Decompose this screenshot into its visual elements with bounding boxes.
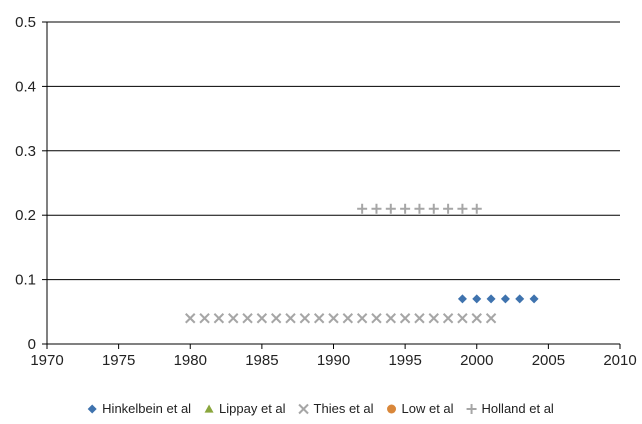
point-thies-et-al xyxy=(371,313,382,324)
legend-label-holland-et-al: Holland et al xyxy=(482,401,554,416)
point-thies-et-al xyxy=(385,313,397,324)
point-thies-et-al xyxy=(485,313,497,324)
x-tick-label: 1975 xyxy=(102,352,135,369)
point-hinkelbein-et-al xyxy=(472,294,482,304)
point-hinkelbein-et-al xyxy=(500,294,510,304)
point-thies-et-al xyxy=(342,313,354,324)
point-hinkelbein-et-al xyxy=(529,294,539,304)
data-points xyxy=(185,203,539,324)
tick-labels: 0 0.1 0.2 0.3 0.4 0.5 1970 1975 1980 1985 1990 1995… xyxy=(15,14,637,369)
x-tick-label: 1980 xyxy=(174,352,207,369)
point-thies-et-al xyxy=(285,313,296,324)
legend-marker-thies-et-al xyxy=(298,403,309,415)
legend-marker-lippay-et-al xyxy=(204,404,214,413)
point-holland-et-al xyxy=(471,203,482,214)
x-tick-label: 1995 xyxy=(388,352,421,369)
point-holland-et-al xyxy=(385,203,396,214)
point-hinkelbein-et-al xyxy=(486,294,496,304)
y-tick-label: 0.2 xyxy=(15,207,36,224)
legend-label-low-et-al: Low et al xyxy=(402,401,454,416)
axes xyxy=(42,21,621,349)
point-thies-et-al xyxy=(270,313,282,324)
x-tick-label: 1970 xyxy=(30,352,63,369)
point-thies-et-al xyxy=(399,313,411,324)
legend-label-lippay-et-al: Lippay et al xyxy=(219,401,286,416)
legend-label-thies-et-al: Thies et al xyxy=(314,401,374,416)
point-holland-et-al xyxy=(457,203,468,214)
point-thies-et-al xyxy=(414,313,425,324)
y-tick-label: 0 xyxy=(28,336,36,353)
point-thies-et-al xyxy=(256,313,268,324)
x-tick-label: 2010 xyxy=(603,352,636,369)
y-tick-label: 0.1 xyxy=(15,272,36,289)
legend-label-hinkelbein-et-al: Hinkelbein et al xyxy=(102,401,191,416)
point-holland-et-al xyxy=(357,203,368,214)
x-tick-label: 1985 xyxy=(245,352,278,369)
legend-marker-holland-et-al xyxy=(466,404,477,414)
legend-marker-low-et-al xyxy=(387,404,397,414)
y-tick-label: 0.3 xyxy=(15,143,36,160)
legend-marker-hinkelbein-et-al xyxy=(87,404,97,414)
point-hinkelbein-et-al xyxy=(457,294,467,304)
x-tick-label: 2000 xyxy=(460,352,493,369)
point-holland-et-al xyxy=(400,203,411,214)
point-thies-et-al xyxy=(228,313,239,324)
point-holland-et-al xyxy=(414,203,425,214)
point-thies-et-al xyxy=(313,313,325,324)
point-thies-et-al xyxy=(457,313,468,324)
point-thies-et-al xyxy=(428,313,439,324)
point-holland-et-al xyxy=(371,203,382,214)
point-thies-et-al xyxy=(199,313,210,324)
x-tick-label: 1990 xyxy=(317,352,350,369)
point-thies-et-al xyxy=(442,313,454,324)
point-thies-et-al xyxy=(299,313,311,324)
point-thies-et-al xyxy=(213,313,225,324)
point-thies-et-al xyxy=(328,313,339,324)
y-tick-label: 0.5 xyxy=(15,14,36,31)
x-tick-label: 2005 xyxy=(532,352,565,369)
legend: Hinkelbein et al Lippay et al Thies et al L… xyxy=(87,401,554,416)
point-thies-et-al xyxy=(356,313,368,324)
y-tick-label: 0.4 xyxy=(15,78,36,95)
point-hinkelbein-et-al xyxy=(515,294,525,304)
point-holland-et-al xyxy=(443,203,454,214)
point-holland-et-al xyxy=(428,203,439,214)
grid-lines xyxy=(47,21,620,281)
point-thies-et-al xyxy=(185,313,196,324)
point-thies-et-al xyxy=(242,313,253,324)
point-thies-et-al xyxy=(471,313,482,324)
